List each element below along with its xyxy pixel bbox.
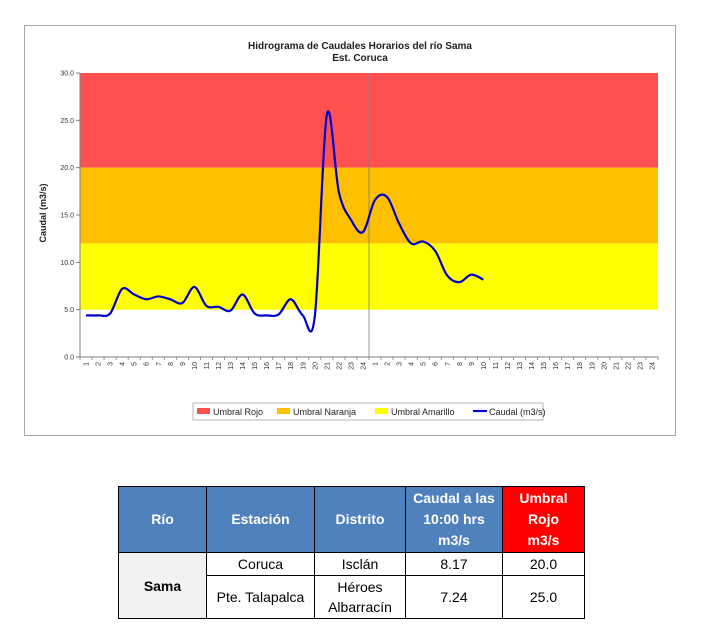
chart-subtitle: Est. Coruca [332, 53, 388, 64]
header-caudal-line1: Caudal a las [413, 490, 495, 506]
cell-caudal: 8.17 [405, 552, 503, 576]
x-tick-label: 4 [409, 362, 416, 366]
x-tick-label: 24 [360, 362, 367, 370]
x-tick-label: 10 [192, 362, 199, 370]
cell-estacion: Coruca [206, 552, 315, 576]
x-tick-label: 16 [553, 362, 560, 370]
x-tick-label: 12 [505, 362, 512, 370]
cell-rio: Sama [118, 552, 207, 619]
cell-distrito: Isclán [314, 552, 406, 576]
header-estacion-label: Estación [231, 511, 290, 527]
cell-umbral: 25.0 [502, 575, 585, 619]
header-estacion: Estación [206, 486, 315, 553]
x-tick-label: 11 [493, 362, 500, 369]
x-tick-label: 19 [300, 362, 307, 370]
x-tick-label: 11 [204, 362, 211, 369]
header-umbral: Umbral Rojo m3/s [502, 486, 585, 553]
x-tick-label: 5 [421, 362, 428, 366]
y-tick-label: 30.0 [60, 71, 74, 78]
x-tick-label: 19 [589, 362, 596, 370]
header-caudal-line2: 10:00 hrs [423, 511, 485, 527]
flow-table: Río Estación Distrito Caudal a las 10:00… [118, 486, 585, 619]
x-tick-label: 5 [132, 362, 139, 366]
cell-caudal: 7.24 [405, 575, 503, 619]
legend-label: Umbral Naranja [293, 407, 356, 417]
cell-distrito-line2: Albarracín [328, 599, 392, 615]
x-tick-label: 14 [240, 362, 247, 370]
y-tick-label: 0.0 [64, 355, 74, 362]
x-tick-label: 9 [180, 362, 187, 366]
x-tick-label: 8 [168, 362, 175, 366]
x-tick-label: 22 [625, 362, 632, 370]
x-tick-label: 14 [529, 362, 536, 370]
cell-distrito-line1: Héroes [337, 579, 383, 595]
y-tick-label: 15.0 [60, 213, 74, 220]
y-tick-label: 20.0 [60, 165, 74, 172]
legend-box [192, 402, 544, 421]
x-tick-label: 1 [373, 362, 380, 366]
table-row: Pte. Talapalca Héroes Albarracín 7.24 25… [119, 575, 585, 619]
legend-label: Caudal (m3/s) [489, 407, 546, 417]
cell-estacion: Pte. Talapalca [206, 575, 315, 619]
x-tick-label: 15 [541, 362, 548, 370]
table-header-row: Río Estación Distrito Caudal a las 10:00… [118, 486, 585, 553]
x-tick-label: 24 [649, 362, 656, 370]
x-tick-label: 2 [96, 362, 103, 366]
x-tick-label: 4 [120, 362, 127, 366]
x-tick-label: 7 [445, 362, 452, 366]
x-tick-label: 3 [108, 362, 115, 366]
cell-distrito: Héroes Albarracín [314, 575, 406, 619]
hydrograph-chart: Hidrograma de Caudales Horarios del río … [38, 41, 659, 421]
x-tick-label: 21 [324, 362, 331, 370]
x-tick-label: 13 [517, 362, 524, 370]
x-tick-label: 18 [577, 362, 584, 370]
x-tick-label: 20 [312, 362, 319, 370]
legend-swatch [375, 408, 388, 414]
x-tick-label: 23 [348, 362, 355, 370]
chart-title: Hidrograma de Caudales Horarios del río … [248, 41, 472, 52]
x-tick-label: 23 [637, 362, 644, 370]
y-tick-label: 25.0 [60, 118, 74, 125]
x-tick-label: 20 [601, 362, 608, 370]
header-umbral-line3: m3/s [527, 532, 560, 548]
legend-label: Umbral Amarillo [391, 407, 455, 417]
y-tick-label: 10.0 [60, 260, 74, 267]
x-tick-label: 2 [385, 362, 392, 366]
legend-label: Umbral Rojo [213, 407, 263, 417]
header-umbral-line2: Rojo [527, 511, 560, 527]
x-tick-label: 1 [84, 362, 91, 366]
x-tick-label: 12 [216, 362, 223, 370]
x-tick-label: 3 [397, 362, 404, 366]
x-tick-label: 16 [264, 362, 271, 370]
x-tick-label: 7 [156, 362, 163, 366]
table-row: Sama Coruca Isclán 8.17 20.0 [118, 552, 585, 619]
y-tick-label: 5.0 [64, 307, 74, 314]
x-tick-label: 17 [565, 362, 572, 370]
legend-swatch [277, 408, 290, 414]
x-tick-label: 21 [613, 362, 620, 370]
cell-umbral: 20.0 [502, 552, 585, 576]
chart-frame: Hidrograma de Caudales Horarios del río … [24, 25, 676, 436]
x-tick-label: 15 [252, 362, 259, 370]
legend-swatch [197, 408, 210, 414]
x-tick-label: 13 [228, 362, 235, 370]
header-distrito-label: Distrito [335, 511, 385, 527]
header-rio-label: Río [151, 511, 174, 527]
x-tick-label: 17 [276, 362, 283, 370]
header-umbral-line1: Umbral [519, 490, 568, 506]
x-tick-label: 18 [288, 362, 295, 370]
x-tick-label: 8 [457, 362, 464, 366]
x-tick-label: 6 [433, 362, 440, 366]
x-tick-label: 22 [336, 362, 343, 370]
x-tick-label: 6 [144, 362, 151, 366]
x-tick-label: 9 [469, 362, 476, 366]
header-distrito: Distrito [314, 486, 406, 553]
y-axis-label: Caudal (m3/s) [38, 183, 48, 242]
x-tick-label: 10 [481, 362, 488, 370]
header-caudal: Caudal a las 10:00 hrs m3/s [405, 486, 503, 553]
header-rio: Río [118, 486, 207, 553]
header-caudal-line3: m3/s [438, 532, 470, 548]
